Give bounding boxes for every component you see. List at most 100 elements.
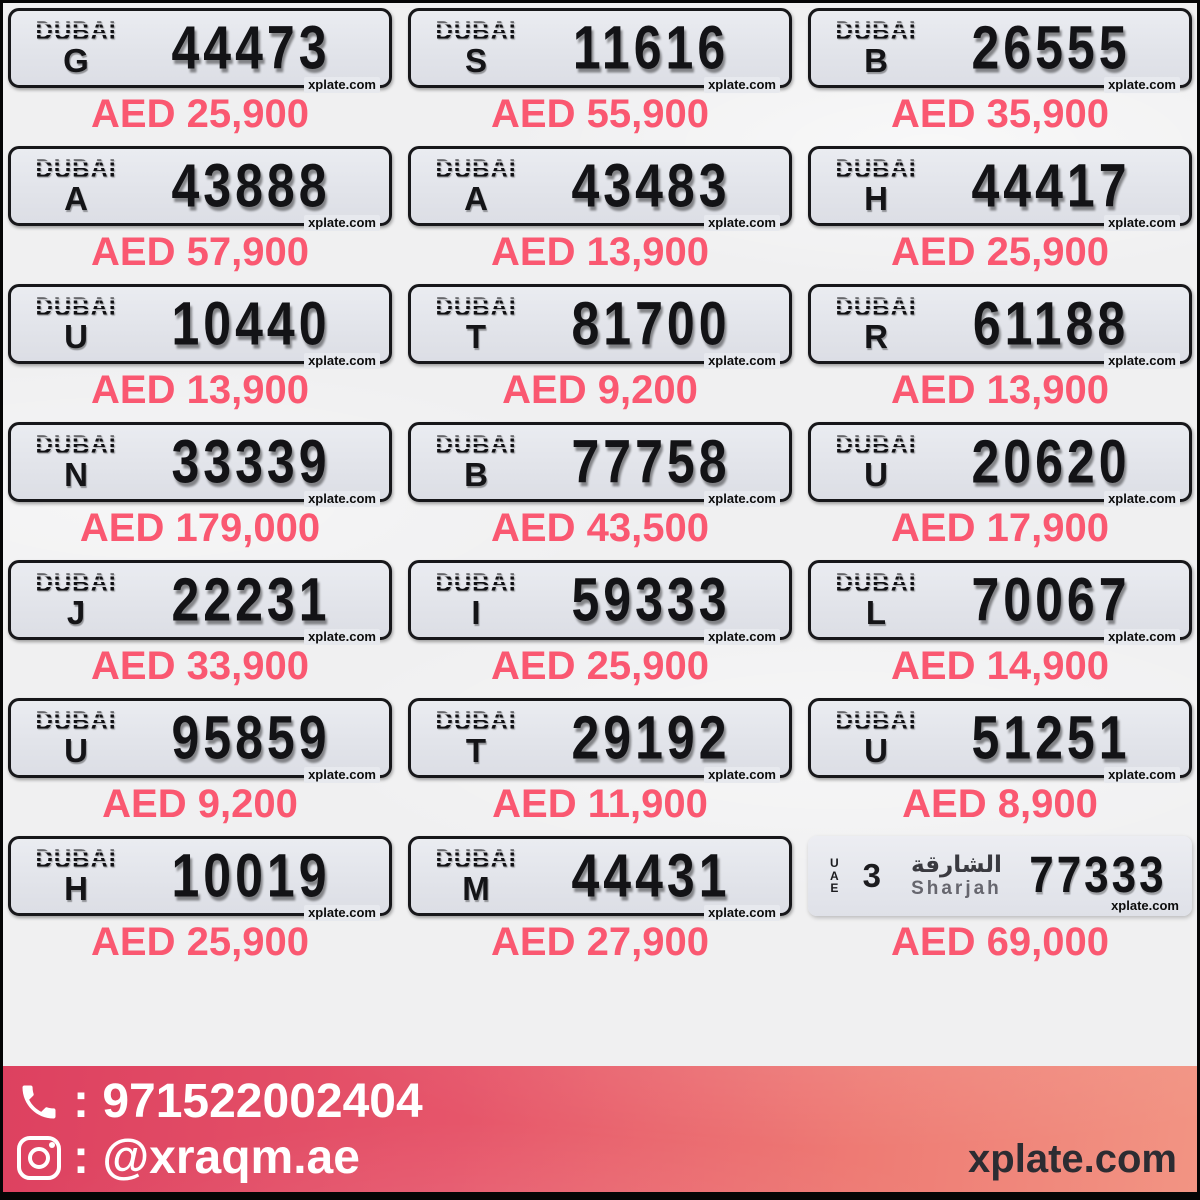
plate-watermark: xplate.com bbox=[304, 629, 380, 645]
plate-category: 3 bbox=[862, 857, 882, 894]
plate-listing: DUBAI T 29192 xplate.com AED 11,900 bbox=[408, 698, 792, 826]
plate-number: 51251 bbox=[971, 703, 1131, 773]
plate-watermark: xplate.com bbox=[1104, 353, 1180, 369]
plate-watermark: xplate.com bbox=[1104, 767, 1180, 783]
plate-watermark: xplate.com bbox=[1111, 898, 1179, 914]
plate-listing: DUBAI U 51251 xplate.com AED 8,900 bbox=[808, 698, 1192, 826]
plate-watermark: xplate.com bbox=[304, 905, 380, 921]
license-plate-dubai: DUBAI U 95859 xplate.com bbox=[8, 698, 392, 783]
plate-price: AED 69,000 bbox=[891, 920, 1109, 964]
plate-number: 61188 bbox=[972, 289, 1130, 359]
dubai-logo: DUBAI bbox=[435, 154, 517, 184]
plate-price: AED 17,900 bbox=[891, 506, 1109, 550]
plate-logo-block: DUBAI U bbox=[11, 294, 129, 353]
license-plate-dubai: DUBAI B 26555 xplate.com bbox=[808, 8, 1192, 93]
plate-number: 26555 bbox=[971, 13, 1131, 83]
instagram-handle: : @xraqm.ae bbox=[73, 1131, 360, 1184]
plate-listing: DUBAI H 44417 xplate.com AED 25,900 bbox=[808, 146, 1192, 274]
plate-code-letter: I bbox=[471, 593, 481, 631]
plate-watermark: xplate.com bbox=[304, 767, 380, 783]
plate-logo-block: DUBAI A bbox=[11, 156, 129, 217]
plate-listing: DUBAI L 70067 xplate.com AED 14,900 bbox=[808, 560, 1192, 688]
plate-code-letter: A bbox=[464, 179, 488, 217]
license-plate-dubai: DUBAI H 10019 xplate.com bbox=[8, 836, 392, 921]
plate-code-letter: U bbox=[864, 731, 888, 769]
plate-code-letter: J bbox=[66, 593, 86, 631]
sharjah-arabic-label: الشارقة bbox=[911, 852, 1002, 878]
phone-number: : 971522002404 bbox=[73, 1075, 423, 1128]
plate-price: AED 55,900 bbox=[491, 92, 709, 136]
plate-price: AED 8,900 bbox=[902, 782, 1098, 826]
plate-logo-block: DUBAI B bbox=[811, 16, 929, 77]
plate-watermark: xplate.com bbox=[704, 353, 780, 369]
plate-logo-block: DUBAI J bbox=[11, 568, 129, 631]
plate-watermark: xplate.com bbox=[704, 77, 780, 93]
footer-brand: xplate.com bbox=[968, 1137, 1177, 1181]
dubai-logo: DUBAI bbox=[35, 844, 117, 874]
plate-price: AED 11,900 bbox=[492, 782, 708, 826]
plate-watermark: xplate.com bbox=[1104, 491, 1180, 507]
license-plate-dubai: DUBAI A 43888 xplate.com bbox=[8, 146, 392, 231]
plate-number: 59333 bbox=[571, 565, 731, 635]
plate-logo-block: DUBAI B bbox=[411, 430, 529, 493]
license-plate-dubai: DUBAI L 70067 xplate.com bbox=[808, 560, 1192, 645]
plate-code-letter: U bbox=[864, 455, 888, 493]
plate-logo-block: DUBAI H bbox=[11, 844, 129, 907]
plate-logo-block: DUBAI U bbox=[11, 708, 129, 767]
plate-listing: DUBAI B 26555 xplate.com AED 35,900 bbox=[808, 8, 1192, 136]
plate-number: 22231 bbox=[171, 565, 331, 635]
dubai-logo: DUBAI bbox=[435, 430, 517, 460]
plate-listing: U A E 3 الشارقة Sharjah 77333 xplate.com AED 69,… bbox=[808, 836, 1192, 964]
dubai-logo: DUBAI bbox=[435, 16, 517, 46]
dubai-logo: DUBAI bbox=[435, 568, 517, 598]
plate-code-letter: G bbox=[63, 41, 89, 79]
dubai-logo: DUBAI bbox=[35, 568, 117, 598]
phone-row: : 971522002404 bbox=[17, 1074, 1183, 1130]
plate-logo-block: DUBAI A bbox=[411, 154, 529, 217]
plate-number: 95859 bbox=[171, 703, 331, 773]
plate-number: 77333 bbox=[1029, 847, 1167, 904]
plate-code-letter: H bbox=[864, 179, 888, 217]
plate-number: 43888 bbox=[171, 151, 331, 221]
instagram-icon bbox=[17, 1136, 61, 1180]
license-plate-dubai: DUBAI N 33339 xplate.com bbox=[8, 422, 392, 507]
plate-number: 11616 bbox=[572, 13, 730, 83]
plate-watermark: xplate.com bbox=[704, 905, 780, 921]
dubai-logo: DUBAI bbox=[835, 292, 917, 322]
dubai-logo: DUBAI bbox=[835, 706, 917, 736]
plate-number: 43483 bbox=[571, 151, 731, 221]
plate-logo-block: DUBAI M bbox=[411, 846, 529, 907]
plate-number: 33339 bbox=[171, 427, 331, 497]
plate-listing: DUBAI R 61188 xplate.com AED 13,900 bbox=[808, 284, 1192, 412]
plate-number: 20620 bbox=[971, 427, 1131, 497]
plate-price: AED 25,900 bbox=[91, 92, 309, 136]
plate-logo-block: DUBAI R bbox=[811, 292, 929, 355]
dubai-logo: DUBAI bbox=[835, 568, 917, 598]
plate-code-letter: A bbox=[64, 179, 88, 217]
license-plate-dubai: DUBAI H 44417 xplate.com bbox=[808, 146, 1192, 231]
plate-code-letter: L bbox=[865, 593, 887, 631]
plate-number: 70067 bbox=[971, 565, 1131, 635]
plate-code-letter: R bbox=[864, 317, 888, 355]
plate-watermark: xplate.com bbox=[304, 353, 380, 369]
plate-listing: DUBAI J 22231 xplate.com AED 33,900 bbox=[8, 560, 392, 688]
plate-price: AED 35,900 bbox=[891, 92, 1109, 136]
dubai-logo: DUBAI bbox=[835, 16, 917, 46]
license-plate-dubai: DUBAI J 22231 xplate.com bbox=[8, 560, 392, 645]
plate-listing: DUBAI U 10440 xplate.com AED 13,900 bbox=[8, 284, 392, 412]
plate-logo-block: DUBAI U bbox=[811, 706, 929, 769]
plate-code-letter: M bbox=[462, 869, 490, 907]
plate-watermark: xplate.com bbox=[1104, 215, 1180, 231]
license-plate-dubai: DUBAI T 29192 xplate.com bbox=[408, 698, 792, 783]
plate-watermark: xplate.com bbox=[304, 491, 380, 507]
plate-number: 29192 bbox=[571, 703, 731, 773]
plate-code-letter: B bbox=[464, 455, 488, 493]
plate-logo-block: DUBAI U bbox=[811, 432, 929, 493]
dubai-logo: DUBAI bbox=[435, 292, 517, 322]
plate-code-letter: H bbox=[64, 869, 88, 907]
plate-listing: DUBAI S 11616 xplate.com AED 55,900 bbox=[408, 8, 792, 136]
plate-watermark: xplate.com bbox=[704, 629, 780, 645]
license-plate-dubai: DUBAI M 44431 xplate.com bbox=[408, 836, 792, 921]
sharjah-city-label: الشارقة Sharjah bbox=[911, 852, 1002, 899]
